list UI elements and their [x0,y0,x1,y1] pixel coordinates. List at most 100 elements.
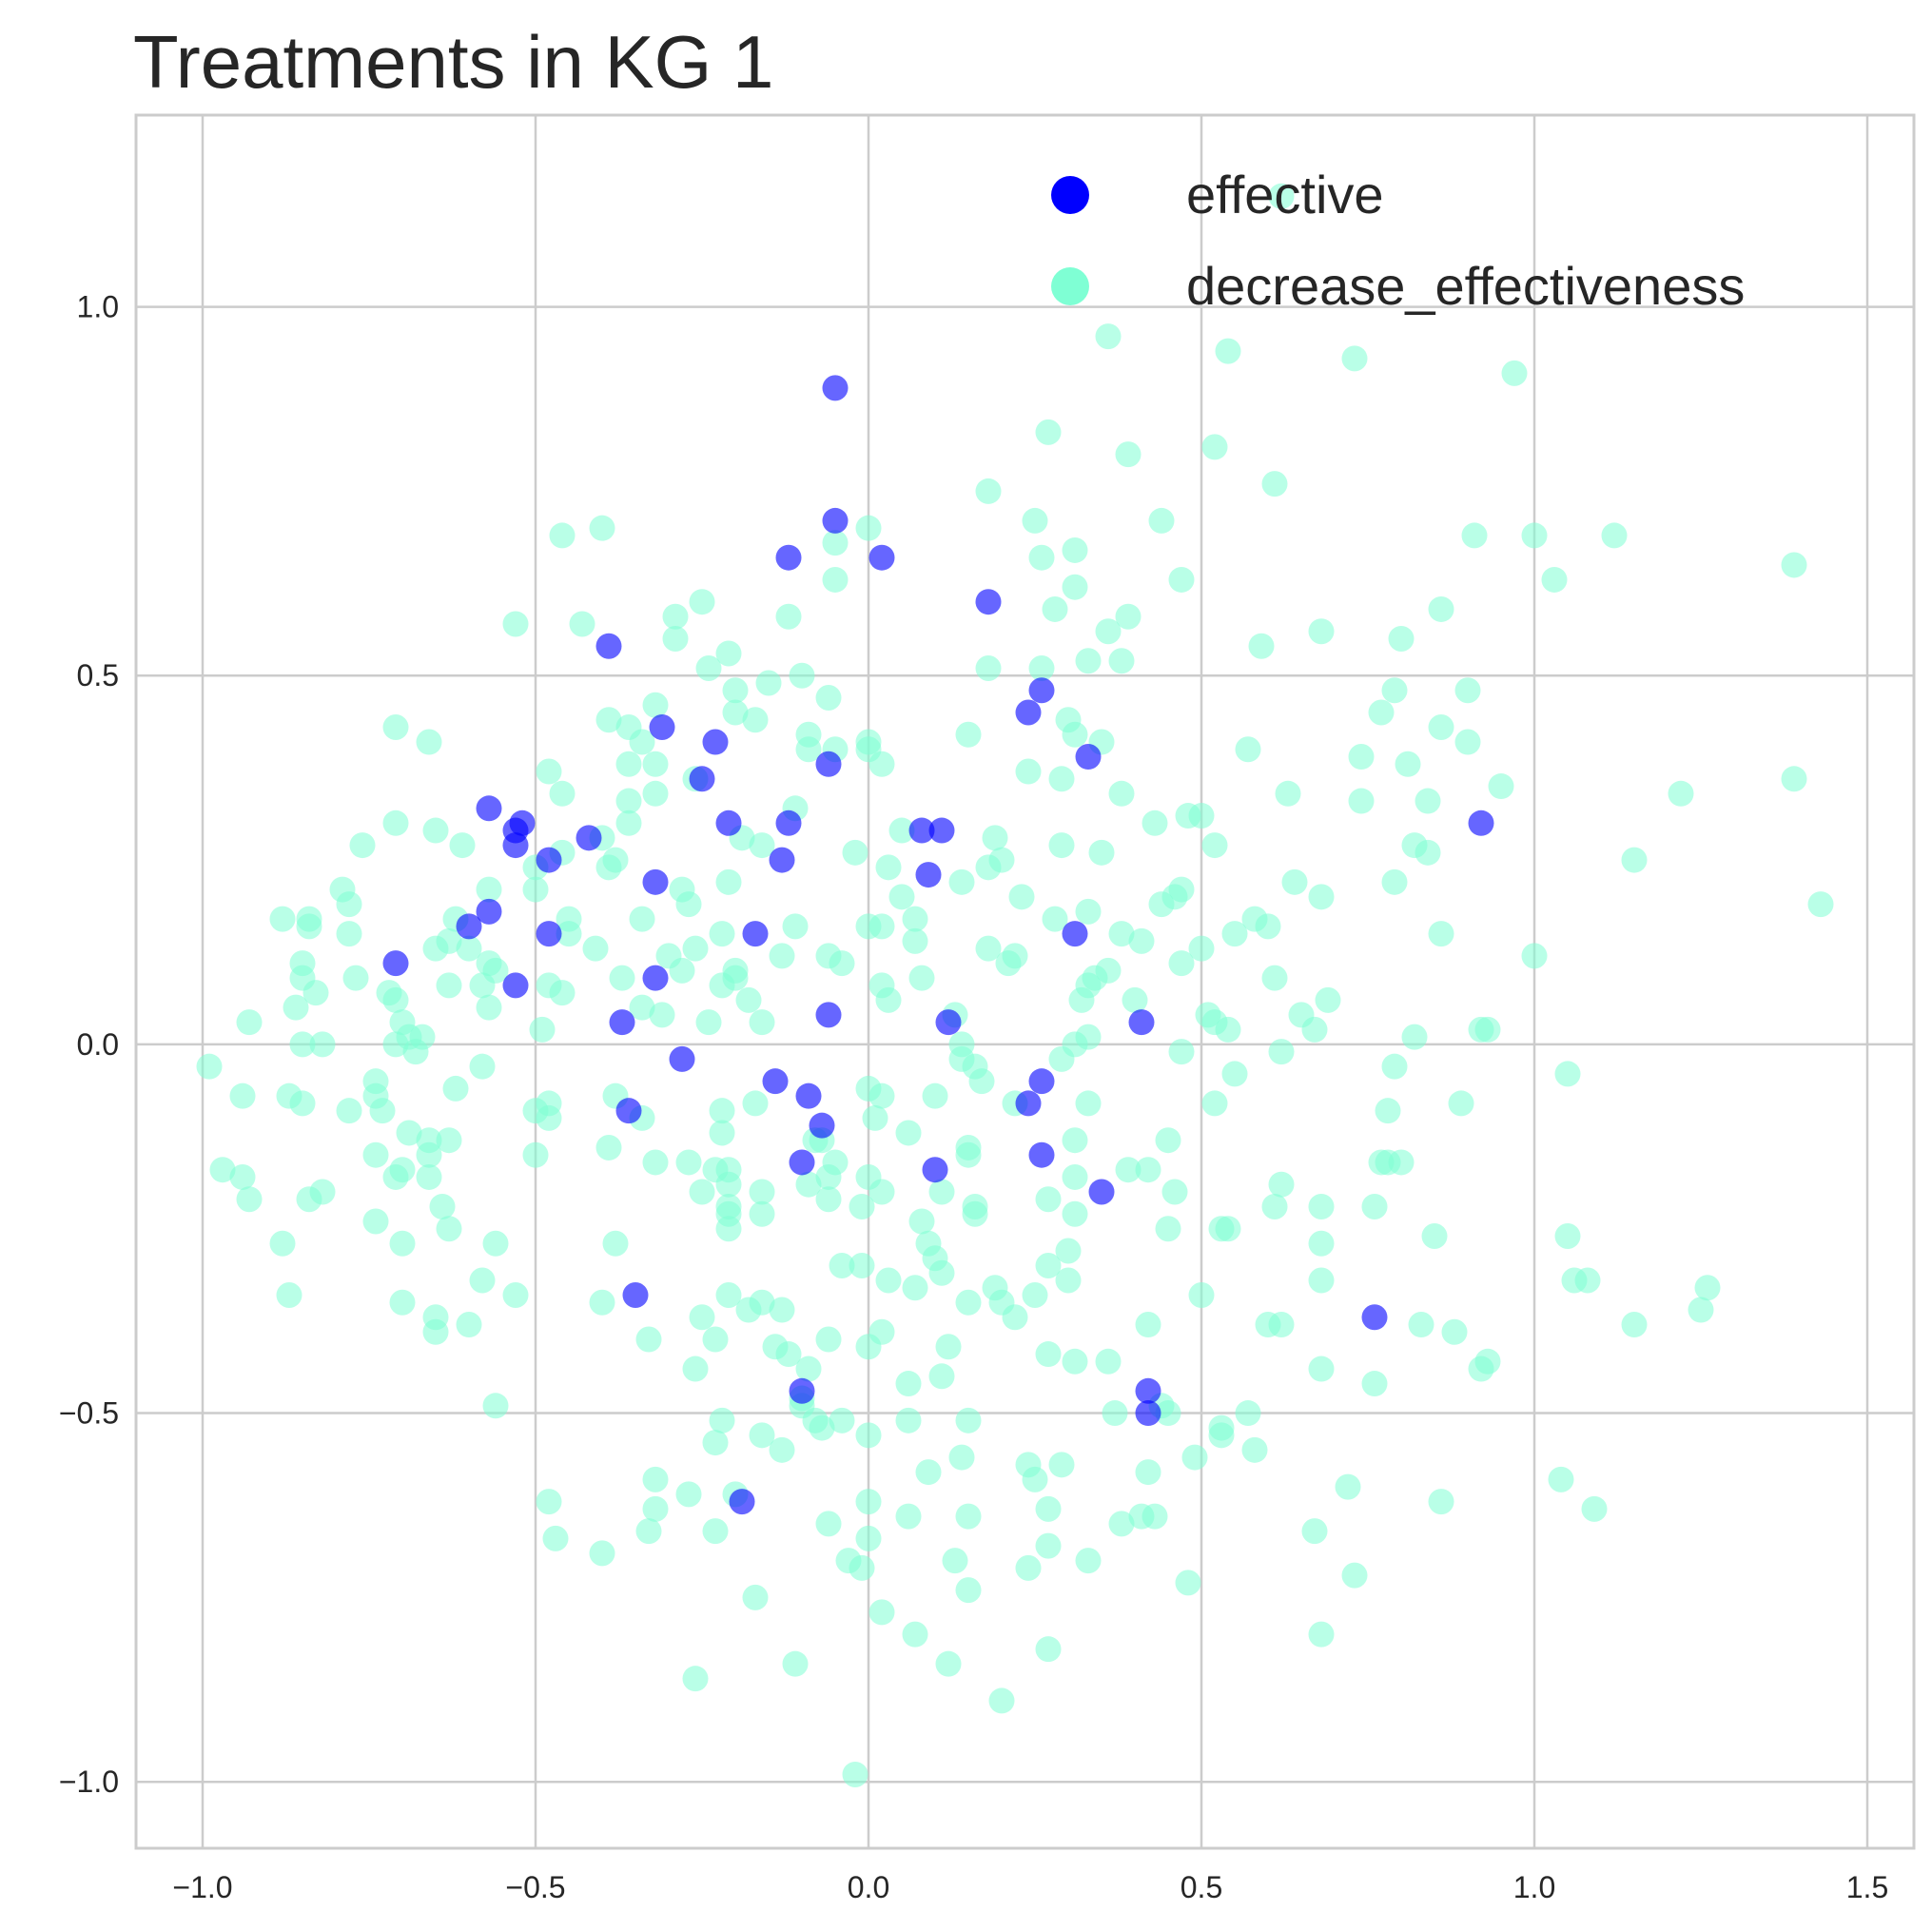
data-point [675,1481,702,1508]
data-point [1015,699,1042,726]
data-point [416,1141,442,1168]
data-point [1042,906,1068,932]
data-point [1408,1312,1434,1338]
data-point [662,603,689,630]
data-point [422,935,449,962]
data-point [269,906,296,932]
data-point [709,1120,735,1146]
data-point [1261,965,1288,991]
data-point [815,1002,842,1028]
data-point [362,1141,389,1168]
data-point [709,1098,735,1124]
data-point [1308,1230,1335,1257]
data-point [1428,714,1454,741]
data-point [742,1090,769,1117]
data-point [1115,1157,1142,1183]
data-point [1188,803,1215,829]
data-point [928,1363,955,1390]
data-point [935,1009,962,1036]
data-point [849,1252,875,1278]
data-point [1421,1222,1448,1249]
data-point [1468,809,1494,836]
data-point [709,1407,735,1434]
data-point [1215,1216,1241,1242]
data-point [729,1489,755,1515]
data-point [615,809,642,836]
data-point [1035,1186,1062,1213]
data-point [1428,1489,1454,1515]
data-point [536,847,562,873]
data-point [642,1495,669,1522]
data-point [988,847,1015,873]
data-point [902,927,928,954]
data-point [702,1326,729,1353]
data-point [935,1650,962,1677]
data-point [1168,1039,1195,1065]
data-point [862,1104,888,1131]
data-point [209,1157,236,1183]
data-point [1161,1179,1188,1205]
data-point [1781,552,1807,578]
data-point [1035,1341,1062,1368]
data-point [382,809,409,836]
data-point [1341,345,1368,372]
data-point [609,1009,635,1036]
data-point [895,1503,922,1530]
data-point [868,1599,895,1626]
data-point [456,935,482,962]
data-point [675,1149,702,1176]
data-point [908,1208,935,1235]
data-point [342,965,369,991]
data-point [382,714,409,741]
legend: effective decrease_effectiveness [1051,165,1745,316]
data-point [476,876,502,903]
data-point [436,1216,462,1242]
data-point [1235,736,1261,763]
data-point [1368,699,1395,726]
data-point [1015,1554,1042,1581]
data-point [1108,1511,1135,1537]
data-point [1042,595,1068,622]
data-point [1308,884,1335,910]
data-point [935,1334,962,1360]
data-point [875,854,902,881]
data-point [742,921,769,947]
data-point [842,839,868,866]
data-point [1155,1127,1181,1154]
data-point [888,817,915,844]
data-point [396,1120,422,1146]
data-point [822,530,849,556]
data-point [1175,1570,1201,1596]
data-point [1062,921,1088,947]
data-point [1088,839,1115,866]
data-point [482,1393,509,1419]
data-point [1241,1436,1268,1463]
data-point [1115,603,1142,630]
x-tick-label: 0.5 [1181,1870,1222,1904]
data-point [868,544,895,571]
data-point [1068,986,1095,1013]
data-point [1095,323,1122,350]
data-point [336,891,362,918]
data-point [629,729,655,755]
data-point [795,1171,822,1198]
data-point [908,817,935,844]
data-point [955,1503,982,1530]
data-point [289,1090,316,1117]
legend-label-decrease_effectiveness: decrease_effectiveness [1186,256,1745,316]
data-point [742,707,769,733]
data-point [815,685,842,712]
data-point [1454,677,1481,704]
data-point [382,950,409,977]
data-point [1155,1216,1181,1242]
data-point [1488,773,1514,800]
data-point [1781,766,1807,792]
data-point [1015,1090,1042,1117]
data-point [809,1414,835,1441]
data-point [476,994,502,1021]
data-point [1275,780,1301,807]
series-effective [382,375,1494,1515]
data-point [829,1252,855,1278]
data-point [449,832,476,859]
y-tick-label: −1.0 [59,1765,119,1799]
